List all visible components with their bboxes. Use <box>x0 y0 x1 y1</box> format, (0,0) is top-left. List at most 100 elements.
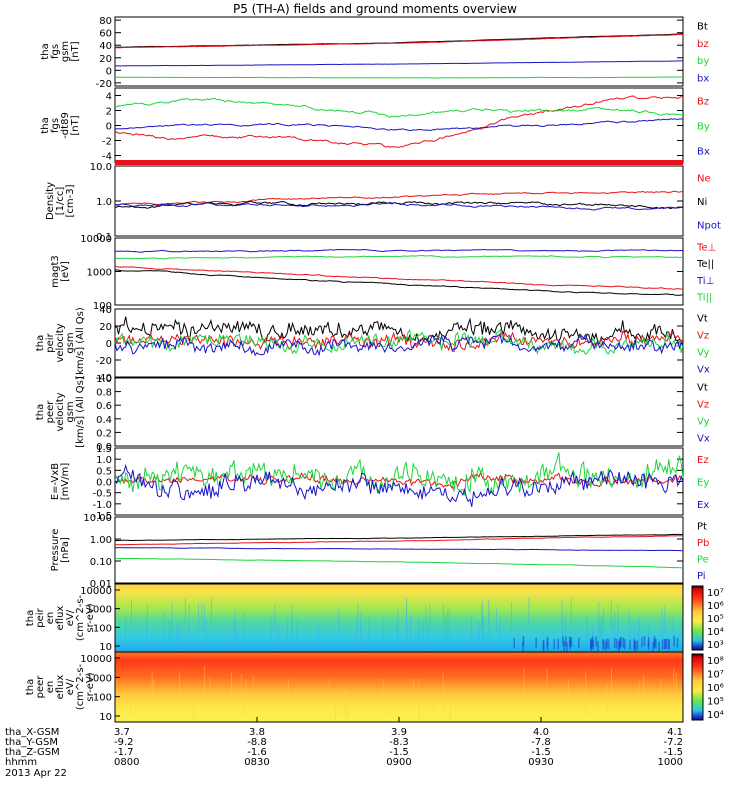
panel-peir_efflux: 10000 1000 100 10 10⁷ 10⁶ 10⁵ 10⁴ 10³ thapeirenef… <box>25 583 724 653</box>
y-axis-label: thafgs-dt89[nT] <box>40 112 81 139</box>
x-row-value: -8.3 <box>389 737 409 748</box>
legend-entry-Ni: Ni <box>697 197 707 208</box>
data-quality-bar <box>115 160 683 165</box>
series-line-Te⊥ <box>115 266 684 290</box>
panel-fgs_dt89: 4 2 0 -2 -4 thafgs-dt89[nT] Bz By Bx <box>40 87 710 165</box>
legend-entry-Vx: Vx <box>697 365 710 376</box>
spectrogram <box>115 584 683 652</box>
y-tick-label: 0 <box>106 339 112 350</box>
legend-entry-Te⊥: Te⊥ <box>696 242 716 253</box>
series-line-Ti⊥ <box>114 248 684 253</box>
panel-frame <box>114 237 684 306</box>
legend-entry-Ex: Ex <box>697 500 709 511</box>
colorbar-tick-label: 10⁷ <box>707 588 724 599</box>
legend-entry-bx: bx <box>697 73 709 84</box>
legend-entry-Vy: Vy <box>697 348 710 359</box>
y-tick-label: 1000 <box>87 673 112 684</box>
x-row-value: 1000 <box>658 757 683 768</box>
legend-entry-Npot: Npot <box>697 220 721 231</box>
panel-peer_efflux: 10000 1000 100 10 10⁸ 10⁷ 10⁶ 10⁵ 10⁴ thapeerenef… <box>25 651 724 723</box>
y-tick-label: -20 <box>96 79 112 90</box>
y-axis-label: thafgsgsm[nT] <box>40 41 81 62</box>
series-line-Ex <box>114 463 684 507</box>
x-row-value: -9.2 <box>114 737 134 748</box>
series-line-Pb <box>114 535 683 546</box>
y-axis-label: thapeerenefluxeV/(cm^2-s-sr-eV) <box>25 663 96 710</box>
x-row-value: -8.8 <box>247 737 267 748</box>
y-tick-label: 1000 <box>87 605 112 616</box>
series-line-Pi <box>114 547 683 552</box>
legend-entry-By: By <box>697 122 710 133</box>
panel-peir_velocity: 40 20 0 -20 -40 thapeirvelocitygsm[km/s] (All… <box>35 305 710 384</box>
series-line-Bz <box>114 95 683 149</box>
y-axis-label: thapeirvelocitygsm[km/s] (All Qs) <box>35 307 86 379</box>
y-tick-label: 40 <box>99 305 112 316</box>
y-tick-label: 0.0 <box>96 478 112 489</box>
y-axis-label: magt3[eV] <box>50 255 71 288</box>
y-tick-label: 100 <box>93 301 112 312</box>
colorbar-tick-label: 10⁷ <box>707 670 724 681</box>
y-axis-label: thapeervelocitygsm[km/s] (All Qs) <box>35 376 86 448</box>
x-row-value: -7.8 <box>531 737 551 748</box>
panel-frame <box>114 377 684 447</box>
y-tick-label: 10.0 <box>90 162 112 173</box>
y-tick-label: -40 <box>96 373 112 384</box>
x-row-value: 0900 <box>386 757 411 768</box>
y-tick-label: 4 <box>106 92 112 103</box>
legend-entry-Pt: Pt <box>697 521 707 532</box>
series-line-Vx <box>114 333 684 357</box>
x-row-value: 3.7 <box>114 727 130 738</box>
y-tick-label: 0.0 <box>96 442 112 453</box>
x-row-value: -1.5 <box>531 747 551 758</box>
x-row-value: -7.2 <box>663 737 683 748</box>
colorbar-tick-label: 10⁴ <box>707 710 724 721</box>
colorbar-tick-label: 10⁸ <box>707 656 724 667</box>
panel-density: 10.0 1.0 0.1 Density[1/cc][cm-3] Ne Ni Npot <box>45 162 721 243</box>
series-line-Vy <box>114 328 684 356</box>
y-tick-label: 10000 <box>80 586 112 597</box>
y-tick-label: 1.0 <box>96 374 112 385</box>
series-line-bx <box>114 76 683 79</box>
y-axis-label: thapeirenefluxeV/(cm^2-s-sr-eV) <box>25 594 96 641</box>
legend-entry-Vz: Vz <box>697 400 709 411</box>
x-row-value: -1.6 <box>247 747 267 758</box>
y-tick-label: 10000 <box>80 654 112 665</box>
legend-entry-Bz: Bz <box>697 97 709 108</box>
x-row-value: 4.0 <box>533 727 549 738</box>
y-axis-label: E=-VxB[mV/m] <box>50 463 71 501</box>
y-tick-label: -4 <box>102 152 112 163</box>
x-row-value: 3.8 <box>249 727 265 738</box>
spectrogram <box>115 652 683 722</box>
legend-entry-Ti||: Ti|| <box>696 293 712 304</box>
series-line-By <box>114 97 684 118</box>
legend-entry-Pe: Pe <box>697 554 709 565</box>
y-tick-label: -1.5 <box>92 511 112 522</box>
y-tick-label: 60 <box>99 29 112 40</box>
y-tick-label: 0.6 <box>96 401 112 412</box>
panel-frame <box>114 516 684 584</box>
y-tick-label: 10.00 <box>83 513 112 524</box>
y-tick-label: 0.2 <box>96 428 112 439</box>
y-tick-label: -2 <box>102 137 112 148</box>
y-axis-label: Pressure[nPa] <box>50 529 71 572</box>
legend-entry-Pi: Pi <box>697 571 706 582</box>
legend-entry-Ne: Ne <box>697 174 711 185</box>
series-line-bz <box>115 34 683 49</box>
x-row-label: tha_Y-GSM <box>5 737 58 748</box>
legend-entry-Ey: Ey <box>697 478 709 489</box>
x-row-value: 3.9 <box>391 727 407 738</box>
y-tick-label: 10 <box>99 642 112 653</box>
legend-entry-Vx: Vx <box>697 434 710 445</box>
legend-entry-Te||: Te|| <box>696 259 714 270</box>
plot-title: P5 (TH-A) fields and ground moments over… <box>233 2 517 16</box>
panel-pressure: 10.00 1.00 0.10 0.01 Pressure[nPa] Pt Pb Pe Pi <box>50 513 709 590</box>
series-line-Vt <box>114 316 684 345</box>
legend-entry-Ez: Ez <box>697 455 709 466</box>
y-tick-label: 1.0 <box>96 455 112 466</box>
colorbar-tick-label: 10⁵ <box>707 614 724 625</box>
legend-entry-Vy: Vy <box>697 417 710 428</box>
y-tick-label: 0.4 <box>96 415 112 426</box>
